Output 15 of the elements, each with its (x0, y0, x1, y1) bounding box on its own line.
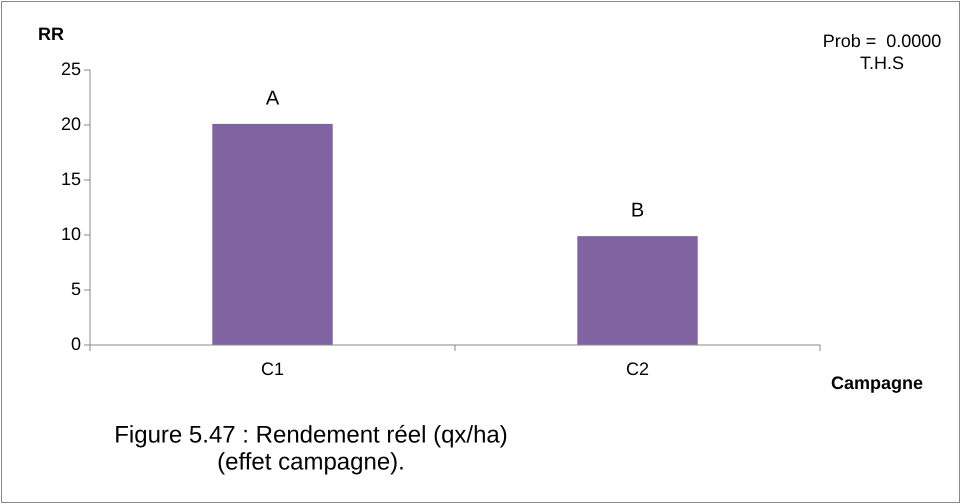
x-tick-label: C1 (260, 358, 284, 379)
x-axis-title: Campagne (831, 372, 924, 393)
annotation: A (266, 87, 280, 110)
y-tick-label: 10 (60, 224, 81, 244)
y-tick-label: 20 (60, 114, 81, 134)
text: Prob = 0.0000 (822, 30, 942, 51)
text: T.H.S (860, 52, 904, 73)
y-tick-label: 25 (60, 58, 81, 79)
x-tick-label: C2 (626, 358, 650, 379)
y-axis-title: RR (38, 24, 64, 44)
y-tick-label: 0 (70, 334, 81, 354)
y-tick-label: 5 (70, 278, 81, 299)
y-tick-label: 15 (60, 168, 81, 189)
text: Figure 5.47 : Rendement réel (qx/ha) (effet campagne). (114, 422, 508, 476)
annotation: B (630, 200, 644, 222)
